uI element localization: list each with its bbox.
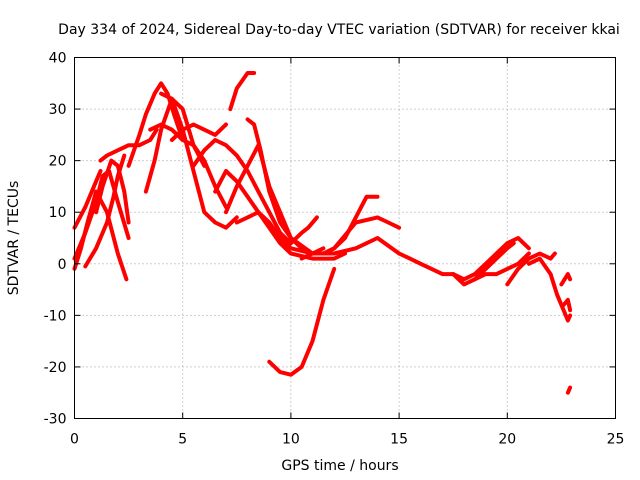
series-arc7 xyxy=(126,81,185,168)
y-tick-label: 0 xyxy=(58,257,67,273)
series-arc21 xyxy=(321,215,402,256)
series-arc6 xyxy=(98,127,159,163)
series-arc28 xyxy=(559,272,573,287)
y-tick-label: -10 xyxy=(44,308,67,324)
x-tick-label: 25 xyxy=(607,432,625,448)
series-layer xyxy=(72,71,573,395)
series-arc24 xyxy=(462,236,531,282)
y-axis-label: SDTVAR / TECUs xyxy=(6,181,22,296)
series-arc26 xyxy=(505,251,557,287)
series-arc25 xyxy=(472,251,531,282)
series-arc14 xyxy=(228,71,257,112)
series-arc1 xyxy=(72,169,103,230)
series-arc18 xyxy=(288,215,319,246)
series-arc3 xyxy=(72,169,131,261)
y-tick-label: -30 xyxy=(44,412,67,428)
series-arc30 xyxy=(565,385,573,395)
y-tick-label: 10 xyxy=(49,205,67,221)
series-arc16 xyxy=(234,210,326,256)
tick-layer: 0 5 10 15 20 25 -30 -20 -10 0 10 20 30 40 xyxy=(44,51,625,448)
series-arc20 xyxy=(299,194,380,261)
series-arc19 xyxy=(267,266,337,377)
grid-layer xyxy=(74,57,616,419)
series-arc17 xyxy=(213,169,347,261)
series-arc11 xyxy=(159,91,239,230)
chart-title: Day 334 of 2024, Sidereal Day-to-day VTE… xyxy=(58,22,620,38)
plot-frame xyxy=(74,57,616,419)
series-arc13 xyxy=(224,143,402,256)
series-arc15 xyxy=(245,117,315,256)
y-tick-label: 40 xyxy=(49,51,67,67)
series-arc27 xyxy=(526,256,573,323)
series-arc5 xyxy=(94,158,131,225)
series-arc10 xyxy=(169,122,228,142)
series-arc2 xyxy=(72,189,129,282)
x-axis-label: GPS time / hours xyxy=(281,458,398,474)
y-tick-label: -20 xyxy=(44,360,67,376)
series-arc12 xyxy=(191,138,293,246)
series-arc23 xyxy=(451,241,516,287)
y-tick-label: 20 xyxy=(49,154,67,170)
x-tick-label: 15 xyxy=(390,432,408,448)
x-tick-label: 5 xyxy=(178,432,187,448)
x-tick-label: 0 xyxy=(70,432,79,448)
x-tick-label: 20 xyxy=(498,432,516,448)
series-arc29 xyxy=(561,297,573,313)
y-tick-label: 30 xyxy=(49,102,67,118)
x-tick-label: 10 xyxy=(282,432,300,448)
